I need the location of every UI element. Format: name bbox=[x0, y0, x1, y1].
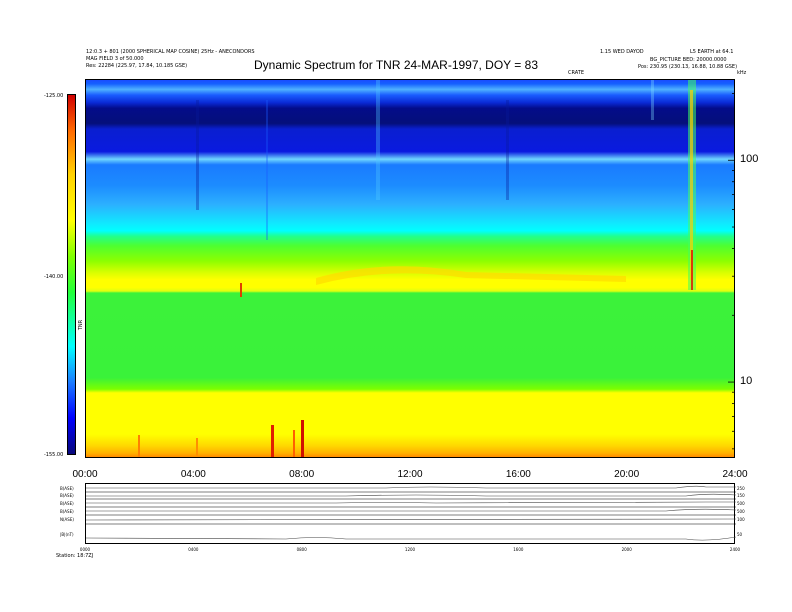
y-tick-marks bbox=[728, 93, 734, 450]
header-left-line3: Res: 22284 (225.97, 17.84, 10.185 GSE) bbox=[86, 63, 188, 69]
header-corner-small: kHz bbox=[737, 70, 747, 76]
yellow-arc bbox=[316, 266, 626, 285]
strip-x-tick-label: 0400 bbox=[188, 547, 199, 552]
colorbar-tick-mid: -140.00 bbox=[44, 274, 64, 280]
strip-label: B(ASE) bbox=[60, 509, 74, 514]
strip-label: B(ASE) bbox=[60, 501, 74, 506]
chart-title: Dynamic Spectrum for TNR 24-MAR-1997, DO… bbox=[254, 58, 538, 72]
spectrum-streaks bbox=[196, 80, 654, 240]
header-center-small: CRATE bbox=[568, 70, 585, 76]
strip-x-tick-label: 2400 bbox=[729, 547, 741, 552]
x-tick-label: 16:00 bbox=[505, 469, 531, 480]
streak bbox=[266, 100, 268, 240]
strip-x-tick-label: 1200 bbox=[404, 547, 416, 552]
bottom-spikes bbox=[138, 283, 304, 457]
colorbar-label: TNR bbox=[78, 319, 85, 331]
header-right-line2: L5 EARTH at 64.1 bbox=[690, 49, 734, 55]
spectrum-overlay bbox=[138, 80, 734, 457]
x-tick-label: 20:00 bbox=[614, 469, 640, 480]
streak bbox=[196, 100, 199, 210]
strip-right-value: 500 bbox=[737, 501, 745, 506]
x-tick-label: 08:00 bbox=[289, 469, 315, 480]
streak bbox=[651, 80, 654, 120]
colorbar-tick-bottom: -155.00 bbox=[44, 452, 64, 458]
header-left-line1: 12:0.3 + 801 (2000 SPHERICAL MAP COSINE)… bbox=[86, 49, 255, 55]
strip-label: B(ASE) bbox=[60, 486, 74, 491]
strip-x-tick-label: 1600 bbox=[513, 547, 524, 552]
x-tick-label: 12:00 bbox=[397, 469, 423, 480]
strip-label: |B|(nT) bbox=[60, 532, 74, 537]
strip-right-value: 150 bbox=[737, 493, 745, 498]
header-left-line2: MAG FIELD 3 of 50.000 bbox=[86, 56, 144, 62]
header-right-line1: 1.15 WED DAYOD bbox=[600, 49, 644, 55]
y-tick-label-10: 10 bbox=[740, 375, 753, 388]
strip-right-value: 500 bbox=[737, 509, 745, 514]
burst-feature bbox=[688, 80, 696, 290]
x-tick-label: 24:00 bbox=[722, 469, 748, 480]
strip-right-value: 100 bbox=[737, 517, 745, 522]
strip-label: B(ASE) bbox=[60, 493, 74, 498]
header-right-line3: BG_PICTURE BED: 20000.0000 bbox=[650, 57, 727, 63]
x-tick-label: 04:00 bbox=[180, 469, 206, 480]
colorbar-tick-top: -125.00 bbox=[44, 93, 64, 99]
strip-x-tick-label: 0000 bbox=[79, 547, 91, 552]
header-right-line4: Pos: 230.95 (230.13, 16.88, 10.88 GSE) bbox=[638, 64, 738, 70]
streak bbox=[376, 80, 380, 200]
spectrum-heatmap bbox=[85, 79, 735, 458]
x-tick-label: 00:00 bbox=[72, 469, 98, 480]
colorbar bbox=[67, 94, 76, 455]
strip-right-value: 250 bbox=[737, 486, 745, 491]
strip-lines bbox=[85, 485, 737, 541]
ephemeris-strips bbox=[85, 483, 737, 544]
strip-right-value: 50 bbox=[737, 532, 743, 537]
strip-x-tick-label: 0800 bbox=[296, 547, 307, 552]
streak bbox=[506, 100, 509, 200]
strip-label: N(ASE) bbox=[60, 517, 74, 522]
station-label: Station: 18:7ZJ bbox=[56, 553, 94, 559]
y-tick-label-100: 100 bbox=[740, 153, 759, 166]
strip-x-tick-label: 2000 bbox=[621, 547, 632, 552]
